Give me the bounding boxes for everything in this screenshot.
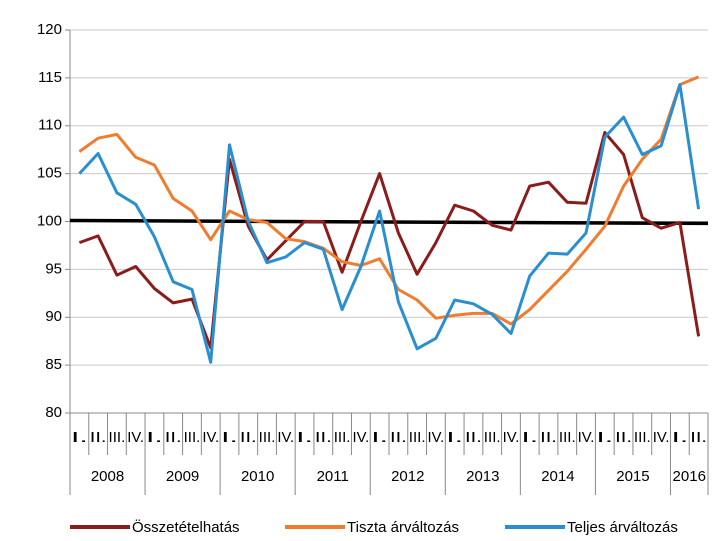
year-label: 2015 (616, 468, 649, 485)
x-tick-label: IV. (202, 429, 219, 446)
x-tick-label: II. (615, 429, 632, 446)
year-label: 2009 (166, 468, 199, 485)
y-tick-label: 80 (45, 404, 62, 421)
x-tick-label: III. (109, 429, 126, 446)
y-tick-label: 115 (38, 69, 62, 86)
x-tick-label: IV. (352, 429, 369, 446)
series-line (78, 83, 701, 364)
x-tick-label: III. (634, 429, 651, 446)
x-tick-label: IV. (277, 429, 294, 446)
x-tick-label: I. (221, 429, 238, 446)
x-tick-label: IV. (578, 429, 595, 446)
series-line (78, 75, 700, 326)
x-tick-label: III. (334, 429, 351, 446)
y-tick-label: 110 (38, 117, 62, 134)
x-tick-label: III. (484, 429, 501, 446)
y-tick-label: 95 (45, 260, 62, 277)
x-tick-label: I. (446, 429, 463, 446)
year-label: 2013 (466, 468, 499, 485)
year-label: 2011 (317, 468, 349, 485)
year-label: 2010 (241, 468, 274, 485)
year-label: 2016 (673, 468, 706, 485)
x-tick-label: II. (390, 429, 407, 446)
x-tick-label: I. (371, 429, 388, 446)
y-tick-label: 90 (45, 308, 62, 325)
x-tick-label: II. (690, 429, 707, 446)
x-tick-label: I. (521, 429, 538, 446)
series-line (78, 131, 701, 350)
x-tick-label: I. (71, 429, 88, 446)
x-tick-label: III. (409, 429, 426, 446)
x-tick-label: III. (184, 429, 201, 446)
x-tick-label: I. (146, 429, 163, 446)
x-tick-label: II. (90, 429, 107, 446)
x-tick-label: II. (240, 429, 257, 446)
legend-label: Tiszta árváltozás (347, 519, 459, 536)
x-tick-label: III. (559, 429, 576, 446)
x-tick-label: IV. (503, 429, 520, 446)
legend-label: Összetételhatás (132, 518, 240, 536)
x-tick-label: II. (465, 429, 482, 446)
x-tick-label: I. (671, 429, 688, 446)
y-tick-label: 85 (45, 356, 62, 373)
x-tick-label: IV. (653, 429, 670, 446)
x-tick-label: IV. (127, 429, 144, 446)
y-tick-label: 100 (37, 212, 62, 229)
x-tick-label: I. (596, 429, 613, 446)
legend-label: Teljes árváltozás (567, 519, 678, 536)
y-tick-label: 105 (37, 165, 62, 182)
x-tick-label: II. (540, 429, 557, 446)
y-tick-label: 120 (37, 21, 62, 38)
x-tick-label: III. (259, 429, 276, 446)
year-label: 2008 (91, 468, 124, 485)
x-tick-label: II. (315, 429, 332, 446)
x-tick-label: II. (165, 429, 182, 446)
x-tick-label: I. (296, 429, 313, 446)
year-label: 2012 (391, 468, 424, 485)
reference-line (69, 218, 709, 226)
x-tick-label: IV. (428, 429, 445, 446)
year-label: 2014 (541, 468, 574, 485)
